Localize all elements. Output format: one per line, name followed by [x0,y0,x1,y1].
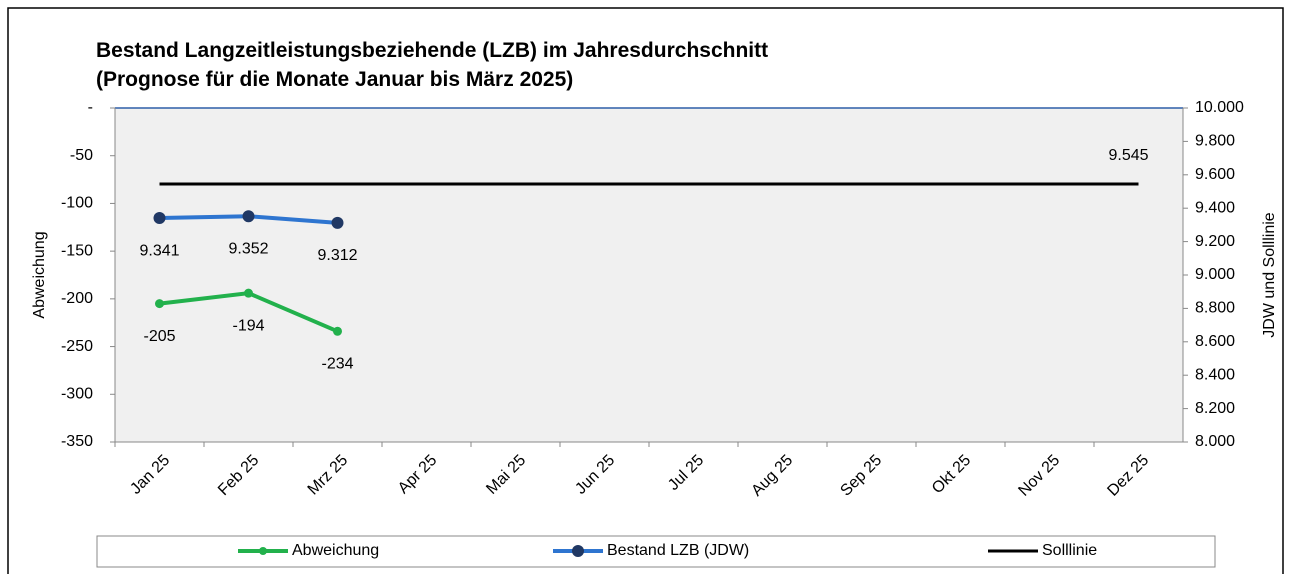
x-tick-label: Feb 25 [215,452,262,499]
y2-tick-label: 8.600 [1195,333,1235,350]
y2-tick-label: 9.400 [1195,199,1235,216]
y2-tick-label: 9.000 [1195,266,1235,283]
data-label: -194 [232,317,264,334]
y2-axis-title: JDW und Solllinie [1261,212,1278,337]
legend-label: Abweichung [292,542,379,559]
y2-tick-label: 9.600 [1195,166,1235,183]
legend-marker [572,545,584,557]
y2-tick-label: 10.000 [1195,99,1244,116]
x-tick-label: Nov 25 [1015,452,1063,500]
data-label: -234 [321,356,353,373]
x-tick-label: Jun 25 [572,452,618,498]
legend-label: Solllinie [1042,542,1097,559]
data-label: 9.545 [1108,147,1148,164]
chart-subtitle: (Prognose für die Monate Januar bis März… [96,68,573,91]
y2-tick-label: 8.400 [1195,366,1235,383]
x-tick-label: Mrz 25 [305,452,352,499]
data-point [242,210,255,223]
y2-tick-label: 9.200 [1195,233,1235,250]
y-tick-label: - [88,99,93,116]
data-point [333,326,342,336]
y-tick-label: -350 [61,433,93,450]
y-tick-label: -300 [61,386,93,403]
data-point [153,212,166,225]
y-tick-label: -150 [61,242,93,259]
y-tick-label: -250 [61,338,93,355]
y2-tick-label: 8.800 [1195,300,1235,317]
frame [7,7,1284,574]
plot-area [115,108,1183,442]
y2-tick-label: 8.200 [1195,400,1235,417]
x-tick-label: Apr 25 [395,452,440,497]
x-tick-label: Jul 25 [665,452,707,494]
y-axis-title: Abweichung [31,231,48,318]
x-tick-label: Jan 25 [127,452,173,498]
x-tick-label: Dez 25 [1104,452,1152,500]
legend-label: Bestand LZB (JDW) [607,542,749,559]
y-tick-label: -200 [61,290,93,307]
chart-title: Bestand Langzeitleistungsbeziehende (LZB… [96,39,768,62]
data-label: -205 [143,328,175,345]
y-tick-label: -50 [70,147,93,164]
data-label: 9.341 [139,242,179,259]
x-tick-label: Mai 25 [483,452,529,498]
data-point [244,288,253,298]
x-tick-label: Sep 25 [837,452,885,500]
data-point [155,299,164,309]
legend-marker [259,547,267,555]
y-tick-label: -100 [61,195,93,212]
data-label: 9.352 [228,240,268,257]
data-label: 9.312 [317,247,357,264]
data-point [331,216,344,229]
y2-tick-label: 8.000 [1195,433,1235,450]
x-tick-label: Aug 25 [748,452,796,500]
y2-tick-label: 9.800 [1195,133,1235,150]
x-tick-label: Okt 25 [929,452,974,497]
